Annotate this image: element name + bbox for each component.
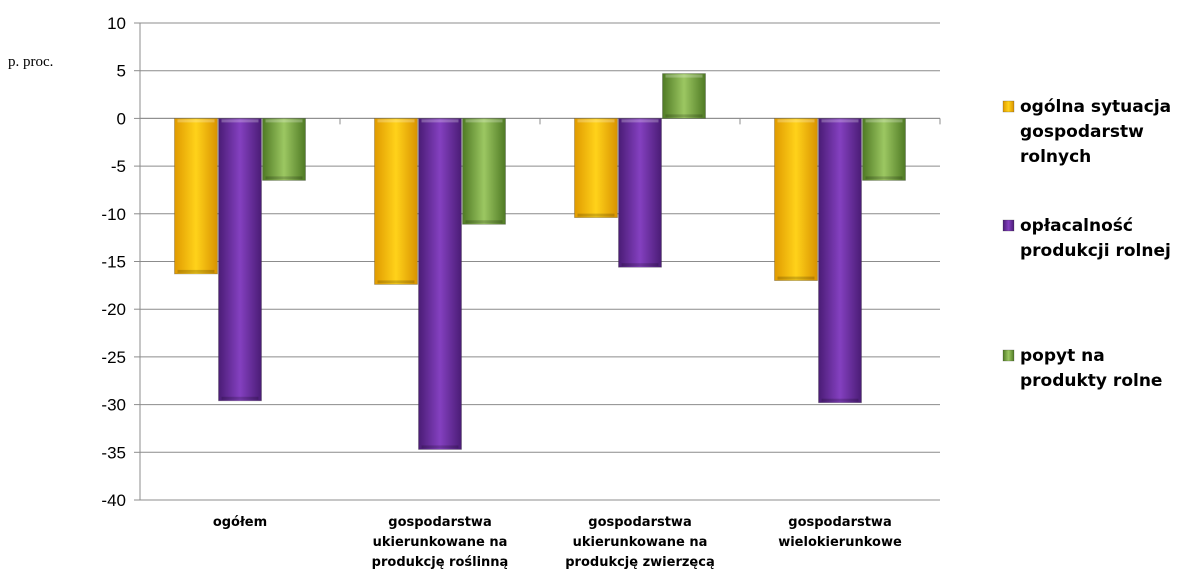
bar (262, 118, 306, 181)
bar (662, 73, 706, 119)
y-tick-label: -40 (101, 491, 126, 510)
bar-bevel-top (865, 119, 903, 123)
legend-label: rolnych (1020, 147, 1091, 167)
bar-bevel-top (377, 119, 415, 123)
bar-body (774, 118, 818, 281)
legend-swatch (1002, 219, 1015, 232)
bar-body (174, 118, 218, 275)
x-category-label: ukierunkowane na (373, 535, 508, 550)
legend-label: produkcji rolnej (1020, 241, 1171, 261)
x-category-label: gospodarstwa (588, 515, 691, 530)
bar-bevel-top (577, 119, 615, 123)
legend-item: popyt na produkty rolne (1002, 346, 1162, 391)
bar-bevel-bottom (621, 263, 659, 267)
bar-body (574, 118, 618, 219)
bar (774, 118, 818, 281)
bar (862, 118, 906, 181)
bar-body (862, 118, 906, 181)
legend-swatch (1002, 100, 1015, 113)
legend-label: opłacalność (1020, 216, 1133, 236)
bar (574, 118, 618, 219)
bar (418, 118, 462, 450)
legend-label: produkty rolne (1020, 371, 1162, 391)
x-category-label: wielokierunkowe (778, 535, 902, 550)
y-tick-label: -30 (101, 396, 126, 415)
bar-body (462, 118, 506, 225)
bar-bevel-bottom (421, 445, 459, 449)
y-unit-label: p. proc. (8, 54, 53, 70)
bar (218, 118, 262, 402)
x-category-label: ukierunkowane na (573, 535, 708, 550)
bar (462, 118, 506, 225)
bar-bevel-bottom (665, 114, 703, 118)
y-tick-label: -35 (101, 443, 126, 462)
y-tick-label: -15 (101, 253, 126, 272)
bar-bevel-bottom (865, 176, 903, 180)
bar-bevel-top (665, 74, 703, 78)
bar-bevel-top (421, 119, 459, 123)
bar-bevel-bottom (777, 276, 815, 280)
y-tick-label: -5 (111, 157, 126, 176)
bar-bevel-top (177, 119, 215, 123)
legend: ogólna sytuacja gospodarstw rolnych opłacal… (1002, 97, 1171, 391)
category-labels: ogółem gospodarstwa ukierunkowane na produk… (213, 515, 902, 570)
bar-bevel-bottom (221, 396, 259, 400)
bars (174, 73, 906, 450)
bar-body (818, 118, 862, 404)
y-tick-label: -10 (101, 205, 126, 224)
bar (818, 118, 862, 404)
legend-label: gospodarstw (1020, 122, 1144, 142)
legend-item: ogólna sytuacja gospodarstw rolnych (1002, 97, 1171, 167)
bar-body (262, 118, 306, 181)
bar-body (418, 118, 462, 450)
bar-bevel-top (465, 119, 503, 123)
bar-bevel-top (777, 119, 815, 123)
bar-bevel-bottom (377, 280, 415, 284)
bar (374, 118, 418, 285)
bar (618, 118, 662, 268)
bar-bevel-bottom (465, 220, 503, 224)
bar-bevel-bottom (821, 398, 859, 402)
x-category-label: gospodarstwa (388, 515, 491, 530)
x-category-label: ogółem (213, 515, 267, 530)
x-category-label: gospodarstwa (788, 515, 891, 530)
bar-bevel-bottom (265, 176, 303, 180)
bar-body (374, 118, 418, 285)
legend-label: popyt na (1020, 346, 1105, 366)
x-category-label: produkcję zwierzęcą (565, 555, 714, 570)
legend-item: opłacalność produkcji rolnej (1002, 216, 1171, 261)
bar (174, 118, 218, 275)
x-category-label: produkcję roślinną (372, 555, 509, 570)
bar-bevel-top (221, 119, 259, 123)
y-tick-label: 5 (117, 62, 126, 81)
bar-body (662, 73, 706, 119)
bar-bevel-bottom (577, 213, 615, 217)
y-tick-label: -20 (101, 300, 126, 319)
bar-bevel-top (821, 119, 859, 123)
legend-label: ogólna sytuacja (1020, 97, 1171, 117)
y-tick-label: 10 (107, 14, 126, 33)
bar-bevel-bottom (177, 269, 215, 273)
bar-body (618, 118, 662, 268)
bar-bevel-top (621, 119, 659, 123)
y-axis: 10 5 0 -5 -10 -15 -20 -25 -30 -35 -40 (101, 14, 141, 510)
y-tick-label: -25 (101, 348, 126, 367)
y-tick-label: 0 (117, 109, 126, 128)
bar-body (218, 118, 262, 402)
bar-bevel-top (265, 119, 303, 123)
legend-swatch (1002, 349, 1015, 362)
